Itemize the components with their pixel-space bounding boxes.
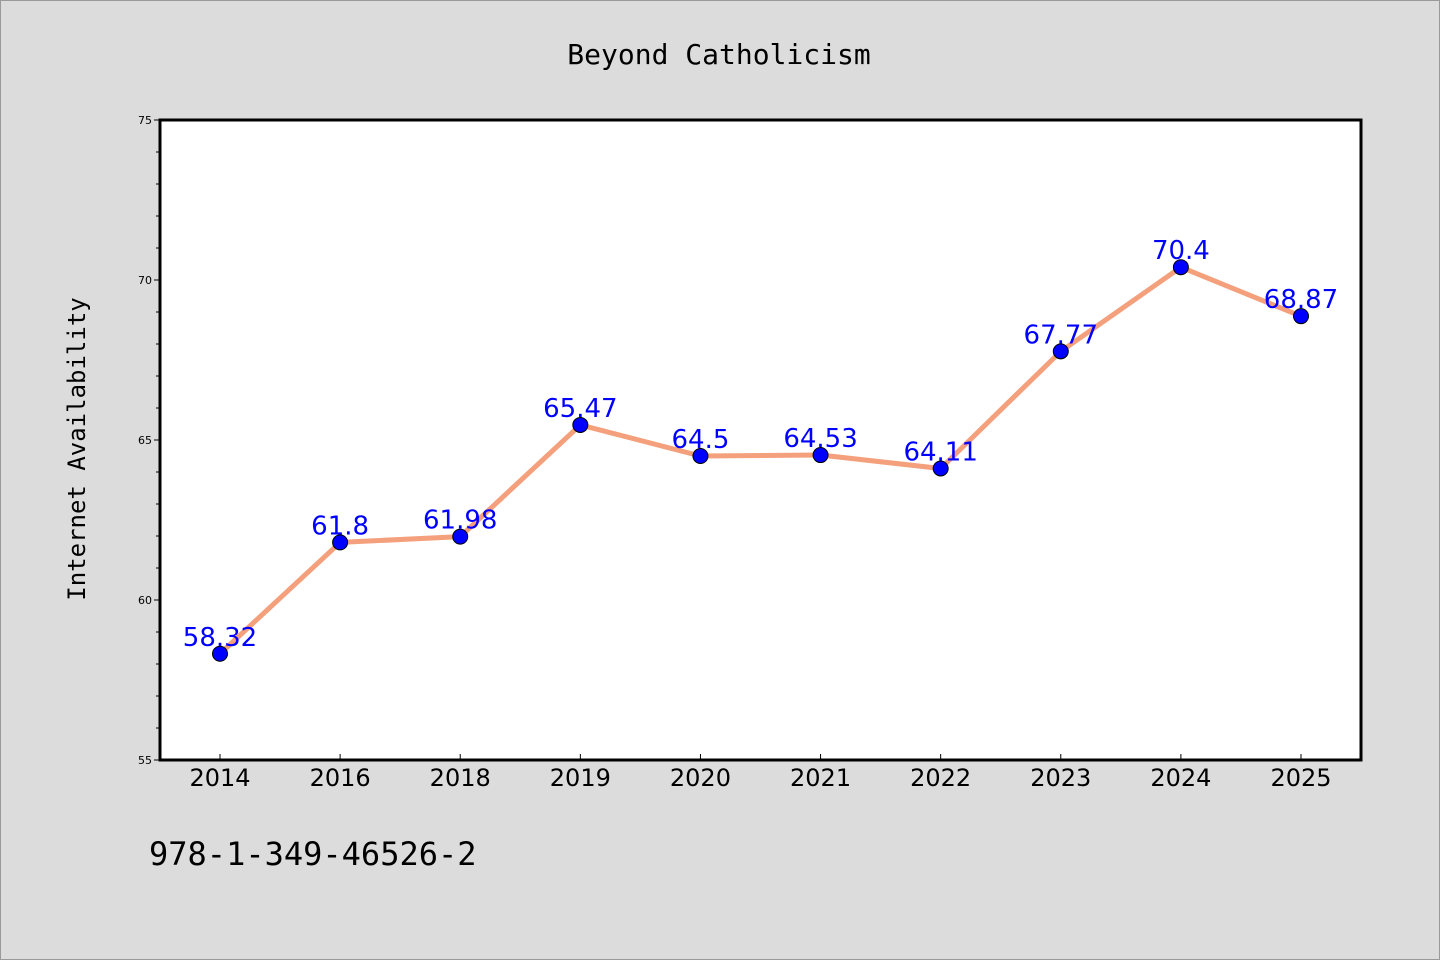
data-labels: 58.32 61.8 61.98 65.47 64.5 64.53 64.11 67.77 70… <box>183 236 1338 653</box>
data-point <box>692 448 709 464</box>
data-label: 64.53 <box>783 424 857 454</box>
data-label: 61.8 <box>311 511 369 541</box>
chart-title: Beyond Catholicism <box>567 38 870 71</box>
y-tick-label: 75 <box>138 114 152 127</box>
data-point <box>1172 259 1189 276</box>
data-label: 58.32 <box>183 623 257 653</box>
data-point <box>572 416 589 433</box>
data-label: 65.47 <box>543 394 617 424</box>
x-tick-label: 2022 <box>910 764 971 792</box>
data-label: 61.98 <box>423 506 497 536</box>
x-tick-label: 2014 <box>189 764 250 792</box>
data-point <box>1293 308 1309 325</box>
y-tick-label: 65 <box>138 434 152 447</box>
plot-area <box>158 118 1363 762</box>
data-label: 70.4 <box>1152 236 1210 266</box>
y-axis-label: Internet Availability <box>63 297 91 600</box>
data-label: 67.77 <box>1024 320 1098 350</box>
x-tick-label: 2025 <box>1270 764 1331 792</box>
x-tick-label: 2016 <box>310 764 371 792</box>
x-tick-label: 2019 <box>550 764 611 792</box>
data-label: 64.11 <box>903 437 977 467</box>
data-point <box>812 447 829 464</box>
x-tick-label: 2024 <box>1150 764 1211 792</box>
x-tick-label: 2021 <box>790 764 851 792</box>
data-point <box>932 460 949 477</box>
y-tick-label: 60 <box>138 594 152 607</box>
series-line <box>218 264 1302 656</box>
footnote-isbn: 978-1-349-46526-2 <box>149 835 477 873</box>
data-point <box>212 645 228 662</box>
x-tick-label: 2023 <box>1030 764 1091 792</box>
y-axis: 55 60 65 70 75 <box>138 114 160 767</box>
data-point <box>452 528 469 545</box>
x-tick-label: 2020 <box>670 764 731 792</box>
y-tick-label: 55 <box>138 754 152 767</box>
y-tick-label: 70 <box>138 274 152 287</box>
series-line-group <box>212 259 1309 662</box>
data-point <box>1052 343 1069 360</box>
data-point <box>332 534 349 551</box>
data-label: 68.87 <box>1264 285 1338 315</box>
x-axis: 2014 2016 2018 2019 2020 2021 2022 2023 2024 2025 <box>189 754 1332 792</box>
x-tick-label: 2018 <box>430 764 491 792</box>
data-label: 64.5 <box>671 425 729 455</box>
